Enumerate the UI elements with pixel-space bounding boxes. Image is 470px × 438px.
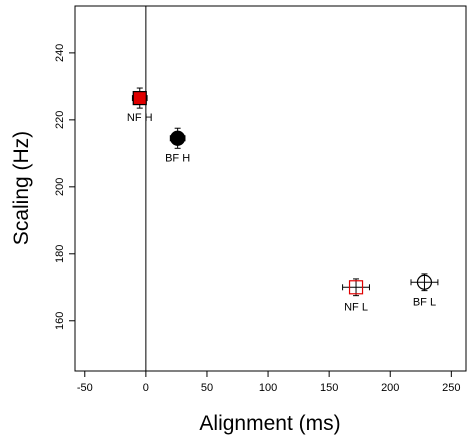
x-tick-label: 50 (201, 382, 213, 394)
plot-frame (74, 5, 467, 372)
x-tick-label: 100 (259, 382, 277, 394)
point-label: NF H (127, 112, 153, 124)
point-marker (132, 90, 147, 106)
x-tick-label: -50 (77, 382, 93, 394)
point-label: NF L (344, 301, 368, 313)
x-axis-title: Alignment (ms) (199, 412, 340, 435)
point-marker (170, 130, 186, 146)
point-label: BF H (165, 152, 190, 164)
y-axis: 160 180 200 220 240 (54, 44, 75, 330)
data-point: NF H (127, 87, 153, 124)
point-marker (348, 280, 364, 295)
point-marker (416, 274, 433, 290)
x-tick-label: 150 (320, 382, 338, 394)
y-tick-label: 180 (54, 245, 66, 263)
y-tick-label: 160 (54, 312, 66, 330)
data-points: NF H BF H NF L BF L (127, 87, 439, 313)
x-tick-label: 250 (442, 382, 460, 394)
x-tick-label: 200 (381, 382, 399, 394)
point-label: BF L (413, 296, 436, 308)
y-tick-label: 240 (54, 44, 66, 62)
y-tick-label: 200 (54, 178, 66, 196)
y-axis-title: Scaling (Hz) (10, 131, 33, 245)
x-tick-label: 0 (143, 382, 149, 394)
data-point: BF H (165, 127, 190, 164)
data-point: NF L (342, 278, 370, 313)
y-tick-label: 220 (54, 111, 66, 129)
data-point: BF L (410, 273, 439, 308)
x-axis: -50 0 50 100 150 200 250 (77, 371, 461, 394)
